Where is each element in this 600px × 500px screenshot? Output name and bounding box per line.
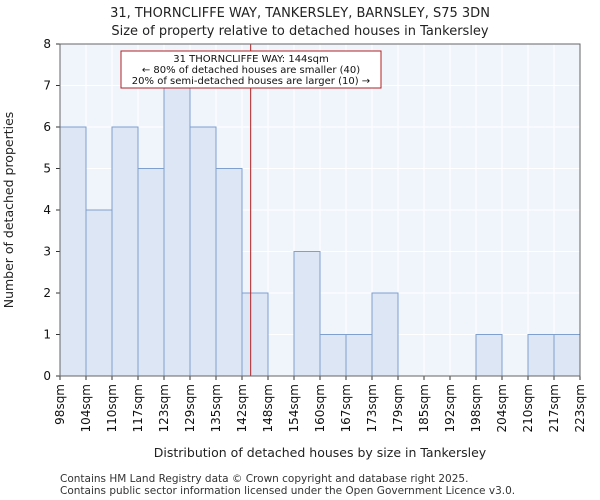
y-tick-label: 1	[43, 328, 51, 342]
bar-142sqm	[241, 292, 269, 377]
annotation-box: 31 THORNCLIFFE WAY: 144sqm ← 80% of deta…	[120, 50, 382, 89]
x-tick-label: 110sqm	[105, 384, 119, 432]
x-tick-label: 204sqm	[495, 384, 509, 432]
bar-98sqm	[59, 126, 87, 377]
footer-line-1: Contains HM Land Registry data © Crown c…	[60, 473, 468, 485]
x-tick-label: 185sqm	[417, 384, 431, 432]
x-tick-label: 210sqm	[521, 384, 535, 432]
bar-167sqm	[345, 334, 373, 377]
bar-198sqm	[475, 334, 503, 377]
y-tick-label: 0	[43, 369, 51, 383]
y-axis-label: Number of detached properties	[1, 112, 16, 309]
x-tick-label: 135sqm	[209, 384, 223, 432]
y-ticks: 0 1 2 3 4 5 6 7 8	[43, 37, 60, 383]
y-tick-label: 3	[43, 245, 51, 259]
chart-title: 31, THORNCLIFFE WAY, TANKERSLEY, BARNSLE…	[110, 6, 490, 21]
y-tick-label: 6	[43, 120, 51, 134]
x-tick-label: 123sqm	[157, 384, 171, 432]
x-tick-label: 173sqm	[365, 384, 379, 432]
x-tick-label: 179sqm	[391, 384, 405, 432]
bar-217sqm	[553, 334, 581, 377]
plot-frame	[59, 43, 581, 377]
bar-110sqm	[111, 126, 139, 377]
y-tick-label: 8	[43, 37, 51, 51]
x-tick-label: 117sqm	[131, 384, 145, 432]
bar-160sqm	[319, 334, 347, 377]
y-tick-label: 5	[43, 162, 51, 176]
x-axis-label: Distribution of detached houses by size …	[154, 445, 487, 460]
bar-129sqm	[189, 126, 217, 377]
x-tick-label: 129sqm	[183, 384, 197, 432]
x-ticks: 98sqm 104sqm 110sqm 117sqm 123sqm 129sqm 135sq…	[53, 376, 587, 432]
bar-210sqm	[527, 334, 555, 377]
x-tick-label: 98sqm	[53, 384, 67, 425]
x-tick-label: 198sqm	[469, 384, 483, 432]
annotation-line-1: 31 THORNCLIFFE WAY: 144sqm	[173, 54, 328, 65]
bar-154sqm	[293, 251, 321, 377]
bar-123sqm	[163, 85, 191, 377]
x-tick-label: 192sqm	[443, 384, 457, 432]
footer-line-2: Contains public sector information licen…	[60, 485, 515, 497]
x-tick-label: 160sqm	[313, 384, 327, 432]
x-tick-label: 223sqm	[573, 384, 587, 432]
x-tick-label: 217sqm	[547, 384, 561, 432]
x-tick-label: 104sqm	[79, 384, 93, 432]
x-tick-label: 167sqm	[339, 384, 353, 432]
annotation-line-3: 20% of semi-detached houses are larger (…	[132, 76, 370, 87]
chart-subtitle: Size of property relative to detached ho…	[111, 24, 489, 39]
bar-104sqm	[85, 209, 113, 377]
y-tick-label: 7	[43, 79, 51, 93]
x-tick-label: 148sqm	[261, 384, 275, 432]
bar-117sqm	[137, 168, 165, 377]
bar-173sqm	[371, 292, 399, 377]
y-tick-label: 4	[43, 203, 51, 217]
annotation-line-2: ← 80% of detached houses are smaller (40…	[142, 65, 360, 76]
x-tick-label: 142sqm	[235, 384, 249, 432]
x-tick-label: 154sqm	[287, 384, 301, 432]
bar-135sqm	[215, 168, 243, 377]
y-tick-label: 2	[43, 286, 51, 300]
bars	[59, 85, 581, 377]
